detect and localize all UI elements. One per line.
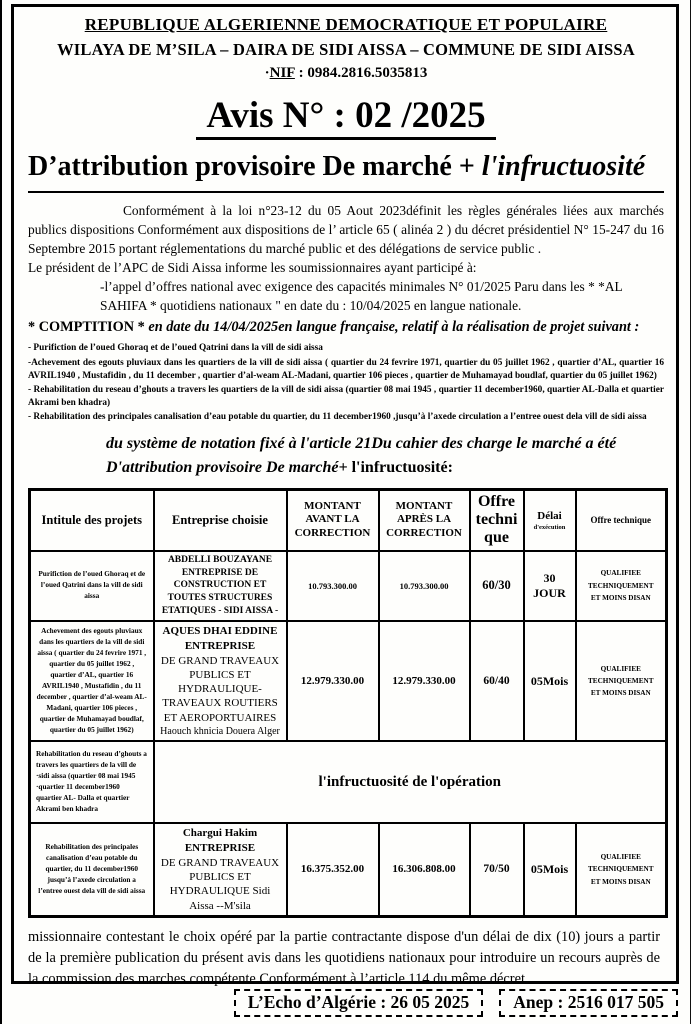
row2-company-name: AQUES DHAI EDDINE ENTREPRISE (162, 624, 278, 652)
row2-company-address: Haouch khnicia Douera Alger (160, 726, 280, 738)
row2-delay: 05Mois (522, 619, 577, 743)
row4-delay: 05Mois (522, 822, 577, 918)
intro-paragraph-2: Le président de l’APC de Sidi Aissa info… (28, 260, 477, 276)
row1-amount-after: 10.793.300.00 (377, 549, 471, 622)
row2-project: Achevement des egouts pluviaux dans les … (28, 619, 155, 743)
header-delay-label: Délai (537, 509, 562, 522)
row1-company-name: ABDELLI BOUZAYANE ENTREPRISE DE CONSTRUC… (161, 554, 279, 617)
attribution-table: Intitule des projets Entreprise choisie … (28, 487, 668, 918)
table-row: Rehabilitation des principales canalisat… (28, 822, 668, 918)
row4-amount-after: 16.306.808.00 (377, 822, 471, 918)
row1-amount-before: 10.793.300.00 (285, 549, 380, 622)
row1-offer: 60/30 (468, 549, 525, 622)
notice-subtitle: D’attribution provisoire De marché + l'i… (28, 151, 664, 193)
row2-amount-before: 12.979.330.00 (285, 619, 380, 743)
row1-technical: QUALIFIEE TECHNIQUEMENT ET MOINS DISAN (574, 549, 668, 622)
row4-amount-before: 16.375.352.00 (285, 822, 380, 918)
header-projects: Intitule des projets (28, 488, 155, 552)
table-row: Achevement des egouts pluviaux dans les … (28, 619, 668, 743)
row3-project: Rehabilitation du reseau d’ghouts a trav… (28, 740, 155, 825)
row4-company-activity: DE GRAND TRAVEAUX PUBLICS ET HYDRAULIQUE… (160, 856, 280, 912)
appeal-paragraph: missionnaire contestant le choix opéré p… (28, 928, 660, 987)
avis-number-title: Avis N° : 02 /2025 (28, 94, 664, 140)
header-technical-offer-2: Offre technique (574, 488, 668, 552)
subtitle-plain: D’attribution provisoire De marché + (28, 151, 482, 182)
row2-offer: 60/40 (468, 619, 525, 743)
competition-date-text: en date du 14/04/2025en langue française… (148, 319, 640, 336)
publication-stamps: L’Echo d’Algérie : 26 05 2025 Anep : 251… (233, 989, 678, 1017)
republic-title: REPUBLIQUE ALGERIENNE DEMOCRATIQUE ET PO… (84, 15, 608, 34)
row4-company-name: Chargui Hakim ENTREPRISE (182, 827, 258, 854)
header-technical-offer: Offre technique (468, 488, 525, 552)
header-company: Entreprise choisie (152, 488, 288, 552)
nif-value: : 0984.2816.5035813 (294, 65, 428, 81)
nif-line: ·NIF : 0984.2816.5035813 (28, 65, 664, 82)
row3-unsuccessful-note: l'infructuosité de l'opération (152, 740, 668, 825)
header-amount-before: MONTANT AVANT LA CORRECTION (285, 488, 380, 552)
nif-bullet: · (264, 65, 270, 81)
header-delay-sub: d'exécution (533, 523, 566, 531)
intro-paragraph-4: * COMPTITION * en date du 14/04/2025en l… (28, 317, 664, 337)
intro-section: Conformément à la loi n°23-12 du 05 Aout… (28, 201, 664, 337)
notation-line: du système de notation fixé à l'article … (106, 432, 644, 480)
table-row: Rehabilitation du reseau d’ghouts a trav… (28, 740, 668, 825)
nif-label: NIF (269, 65, 295, 81)
table-header-row: Intitule des projets Entreprise choisie … (28, 488, 668, 552)
header-amount-after: MONTANT APRÈS LA CORRECTION (377, 488, 471, 552)
table-row: Purifiction de l’oued Ghoraq et de l’oue… (28, 549, 668, 622)
projects-list: - Purifiction de l’oued Ghoraq et de l’o… (28, 342, 664, 424)
row4-technical: QUALIFIEE TECHNIQUEMENT ET MOINS DISAN (574, 822, 668, 918)
project-item-3: - Rehabilitation du reseau d’ghouts a tr… (28, 385, 664, 409)
row1-project: Purifiction de l’oued Ghoraq et de l’oue… (28, 549, 155, 622)
row2-technical: QUALIFIEE TECHNIQUEMENT ET MOINS DISAN (574, 619, 668, 743)
administrative-line: WILAYA DE M’SILA – DAIRA DE SIDI AISSA –… (57, 40, 635, 59)
intro-paragraph-1: Conformément à la loi n°23-12 du 05 Aout… (28, 203, 664, 257)
row1-delay: 30 JOUR (522, 549, 577, 622)
row2-company-activity: DE GRAND TRAVEAUX PUBLICS ET HYDRAULIQUE… (160, 654, 280, 724)
notation-bold: l'infructuosité: (351, 458, 453, 476)
subtitle-emphasis: l'infructuosité (481, 151, 646, 182)
project-item-4: - Rehabilitation des principales canalis… (28, 412, 647, 423)
document-frame: REPUBLIQUE ALGERIENNE DEMOCRATIQUE ET PO… (11, 4, 679, 987)
anep-stamp: Anep : 2516 017 505 (499, 989, 678, 1017)
row4-project: Rehabilitation des principales canalisat… (28, 822, 155, 918)
header-delay: Délai d'exécution (522, 488, 577, 552)
notation-italic: du système de notation fixé à l'article … (106, 434, 617, 476)
row2-amount-after: 12.979.330.00 (377, 619, 471, 743)
journal-stamp: L’Echo d’Algérie : 26 05 2025 (233, 989, 484, 1017)
avis-number-text: Avis N° : 02 /2025 (196, 95, 496, 140)
intro-paragraph-3: -l’appel d’offres national avec exigence… (100, 279, 623, 314)
row2-company: AQUES DHAI EDDINE ENTREPRISE DE GRAND TR… (152, 619, 288, 743)
competition-label: * COMPTITION * (28, 319, 149, 336)
row1-company: ABDELLI BOUZAYANE ENTREPRISE DE CONSTRUC… (152, 549, 288, 622)
row4-company: Chargui Hakim ENTREPRISE DE GRAND TRAVEA… (152, 822, 288, 918)
row4-offer: 70/50 (468, 822, 525, 918)
project-item-1: - Purifiction de l’oued Ghoraq et de l’o… (28, 343, 323, 354)
project-item-2: -Achevement des egouts pluviaux dans les… (28, 357, 664, 381)
